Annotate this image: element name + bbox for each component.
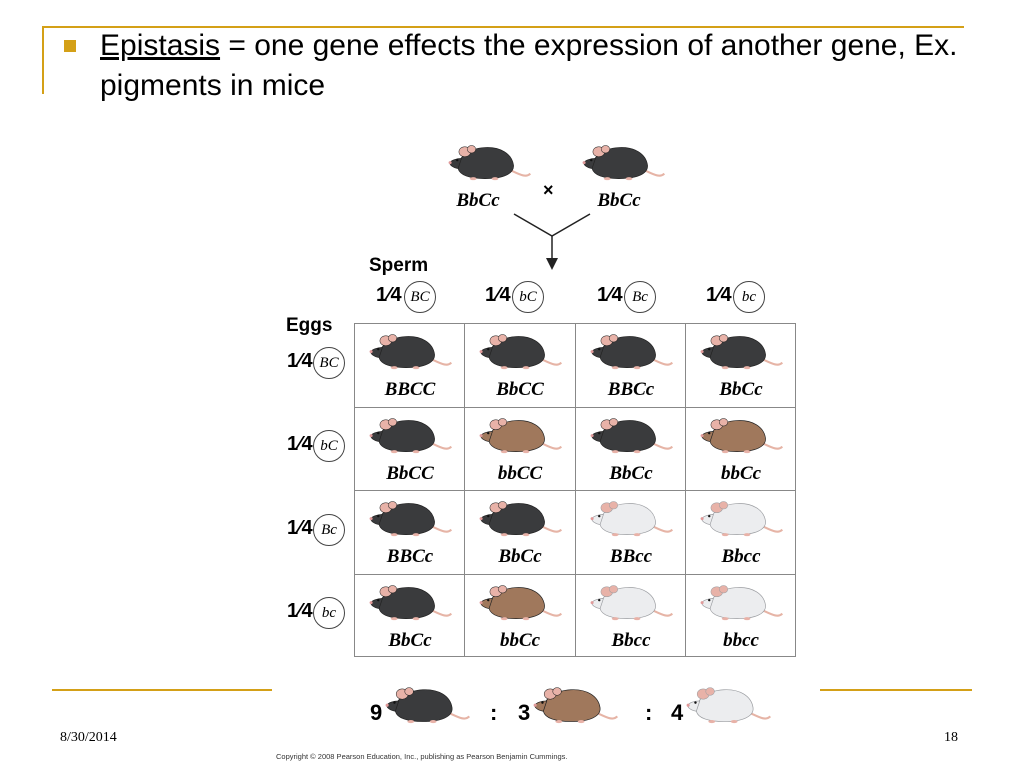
grid-cell: BbCC bbox=[465, 324, 575, 407]
mouse-icon bbox=[479, 413, 563, 462]
parent-mouse-icon bbox=[582, 140, 666, 189]
sperm-fraction: 1⁄4 bbox=[706, 284, 732, 306]
grid-cell: BbCc bbox=[465, 491, 575, 574]
ratio-white-mouse-icon bbox=[686, 682, 772, 732]
footer-line-right bbox=[820, 689, 972, 691]
cross-arrow bbox=[513, 213, 591, 270]
grid-cell: bbCc bbox=[686, 408, 796, 491]
grid-cell: BBCC bbox=[355, 324, 465, 407]
ratio-brown-count: 3 bbox=[518, 700, 531, 725]
cell-genotype: bbCC bbox=[497, 463, 543, 484]
cell-genotype: BbCc bbox=[388, 630, 432, 651]
sperm-allele: Bc bbox=[624, 281, 656, 313]
page-number: 18 bbox=[944, 730, 958, 745]
grid-cell: BbCc bbox=[576, 408, 686, 491]
cell-genotype: Bbcc bbox=[721, 546, 761, 567]
grid-cell: bbCC bbox=[465, 408, 575, 491]
mouse-icon bbox=[479, 329, 563, 378]
punnett-grid: BBCC BbCC BBCc BbCc BbCC bbCC BbCc bbCc … bbox=[354, 323, 796, 657]
cross-symbol: × bbox=[543, 180, 554, 200]
mouse-icon bbox=[700, 413, 784, 462]
sperm-fraction: 1⁄4 bbox=[376, 284, 402, 306]
sperm-allele: bc bbox=[733, 281, 765, 313]
ratio-brown-mouse-icon bbox=[533, 682, 619, 732]
copyright-notice: Copyright © 2008 Pearson Education, Inc.… bbox=[276, 752, 568, 761]
egg-allele: bc bbox=[313, 597, 345, 629]
ratio-separator: : bbox=[490, 700, 498, 725]
cell-genotype: BBCC bbox=[384, 379, 436, 400]
cell-genotype: bbCc bbox=[720, 463, 762, 484]
grid-cell: BBCc bbox=[355, 491, 465, 574]
mouse-icon bbox=[369, 413, 453, 462]
mouse-icon bbox=[590, 496, 674, 545]
mouse-icon bbox=[590, 413, 674, 462]
grid-cell: Bbcc bbox=[576, 575, 686, 658]
title-term: Epistasis bbox=[100, 29, 221, 62]
cell-genotype: BbCc bbox=[498, 546, 542, 567]
cell-genotype: BbCC bbox=[496, 379, 544, 400]
grid-cell: BbCc bbox=[355, 575, 465, 658]
sperm-label: Sperm bbox=[369, 255, 429, 276]
mouse-icon bbox=[700, 580, 784, 629]
mouse-icon bbox=[590, 329, 674, 378]
cell-genotype: BbCC bbox=[386, 463, 434, 484]
ratio-black-count: 9 bbox=[370, 700, 383, 725]
ratio-separator: : bbox=[645, 700, 653, 725]
sperm-fraction: 1⁄4 bbox=[485, 284, 511, 306]
egg-fraction: 1⁄4 bbox=[287, 517, 313, 539]
egg-allele: BC bbox=[313, 347, 345, 379]
egg-allele: Bc bbox=[313, 514, 345, 546]
mouse-icon bbox=[479, 496, 563, 545]
cell-genotype: BBCc bbox=[607, 379, 655, 400]
mouse-icon bbox=[369, 496, 453, 545]
mouse-icon bbox=[700, 329, 784, 378]
title-definition: = one gene effects the expression of ano… bbox=[100, 29, 958, 102]
slide-title: Epistasis = one gene effects the express… bbox=[100, 26, 960, 106]
mouse-icon bbox=[700, 496, 784, 545]
sperm-allele: BC bbox=[404, 281, 436, 313]
egg-fraction: 1⁄4 bbox=[287, 433, 313, 455]
mouse-icon bbox=[479, 580, 563, 629]
footer-line-left bbox=[52, 689, 272, 691]
egg-fraction: 1⁄4 bbox=[287, 350, 313, 372]
frame-top-line bbox=[42, 26, 964, 28]
mouse-icon bbox=[369, 329, 453, 378]
cell-genotype: bbcc bbox=[723, 630, 759, 651]
cell-genotype: bbCc bbox=[499, 630, 541, 651]
ratio-black-mouse-icon bbox=[385, 682, 471, 732]
grid-cell: BBcc bbox=[576, 491, 686, 574]
parent-genotype: BbCc bbox=[456, 190, 500, 211]
egg-fraction: 1⁄4 bbox=[287, 600, 313, 622]
sperm-fraction: 1⁄4 bbox=[597, 284, 623, 306]
footer-date: 8/30/2014 bbox=[60, 730, 117, 745]
grid-cell: bbcc bbox=[686, 575, 796, 658]
ratio-white-count: 4 bbox=[671, 700, 684, 725]
cell-genotype: BBcc bbox=[609, 546, 653, 567]
cell-genotype: BBCc bbox=[386, 546, 434, 567]
sperm-allele: bC bbox=[512, 281, 544, 313]
grid-cell: BbCc bbox=[686, 324, 796, 407]
parent-genotype: BbCc bbox=[597, 190, 641, 211]
eggs-label: Eggs bbox=[286, 315, 333, 336]
grid-cell: Bbcc bbox=[686, 491, 796, 574]
cell-genotype: BbCc bbox=[609, 463, 653, 484]
cell-genotype: Bbcc bbox=[611, 630, 651, 651]
egg-allele: bC bbox=[313, 430, 345, 462]
frame-left-line bbox=[42, 26, 44, 94]
grid-cell: bbCc bbox=[465, 575, 575, 658]
bullet-icon bbox=[64, 40, 76, 52]
grid-cell: BbCC bbox=[355, 408, 465, 491]
mouse-icon bbox=[369, 580, 453, 629]
parent-mouse-icon bbox=[448, 140, 532, 189]
grid-cell: BBCc bbox=[576, 324, 686, 407]
mouse-icon bbox=[590, 580, 674, 629]
cell-genotype: BbCc bbox=[719, 379, 763, 400]
